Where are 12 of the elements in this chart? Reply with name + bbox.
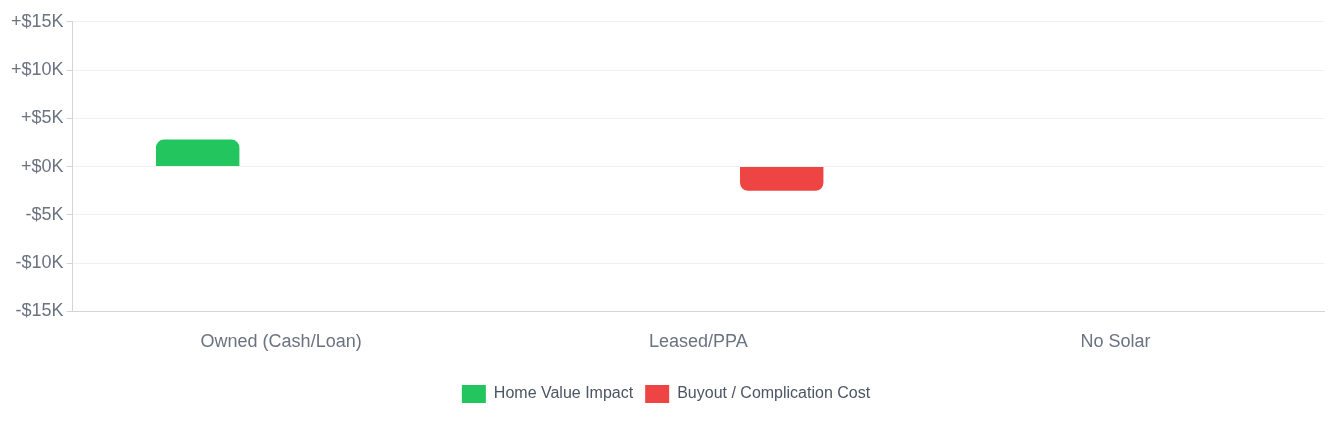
legend-label: Home Value Impact bbox=[493, 384, 634, 402]
x-tick-label: Leased/PPA bbox=[648, 331, 748, 352]
y-tick-label: -$5K bbox=[25, 203, 64, 224]
legend-label: Buyout / Complication Cost bbox=[677, 384, 871, 402]
y-tick-label: -$10K bbox=[15, 252, 64, 273]
y-tick-label: +$0K bbox=[21, 155, 64, 176]
y-tick-label: +$10K bbox=[10, 59, 64, 80]
x-tick-label: Owned (Cash/Loan) bbox=[200, 331, 362, 352]
y-tick-label: -$15K bbox=[15, 300, 64, 321]
y-tick-label: +$15K bbox=[10, 10, 64, 31]
y-tick-label: +$5K bbox=[21, 107, 64, 128]
x-tick-label: No Solar bbox=[1080, 331, 1151, 352]
